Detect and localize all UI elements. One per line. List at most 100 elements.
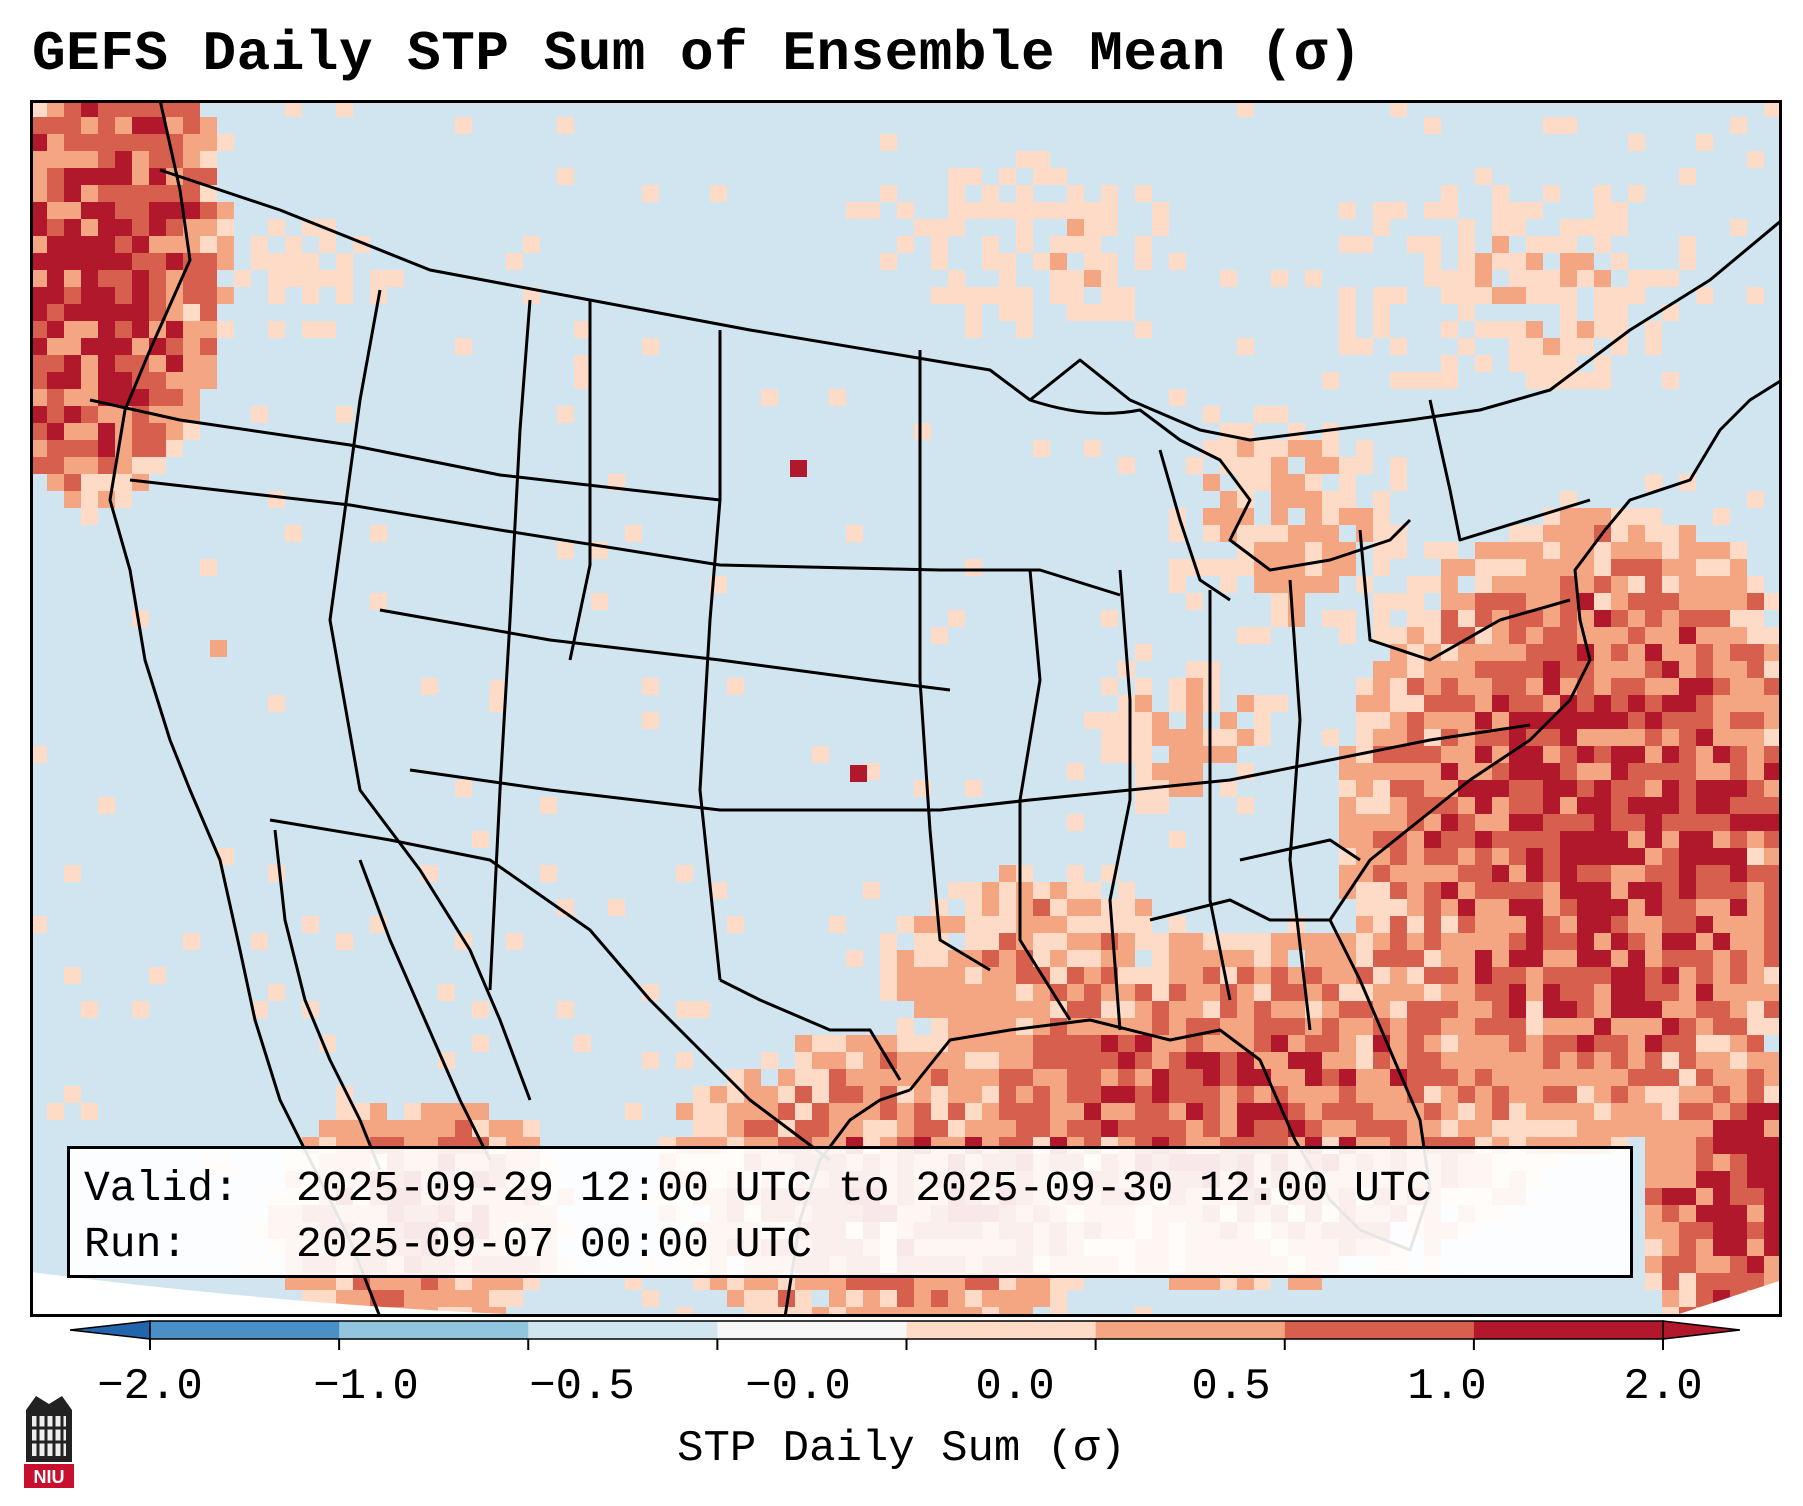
stp-cell (1458, 899, 1475, 916)
stp-cell (1305, 270, 1322, 287)
stp-cell (1509, 355, 1526, 372)
stp-cell (1356, 1069, 1373, 1086)
stp-cell (897, 1035, 914, 1052)
stp-cell (999, 899, 1016, 916)
stp-cell (1067, 882, 1084, 899)
stp-cell (880, 1035, 897, 1052)
stp-cell (1424, 950, 1441, 967)
stp-cell (1594, 576, 1611, 593)
stp-cell (1186, 1103, 1203, 1120)
stp-cell (506, 253, 523, 270)
stp-cell (948, 168, 965, 185)
stp-cell (880, 134, 897, 151)
stp-cell (30, 338, 47, 355)
stp-cell (948, 1307, 965, 1317)
stp-cell (1254, 542, 1271, 559)
stp-cell (1067, 304, 1084, 321)
stp-cell (948, 882, 965, 899)
stp-cell (795, 1290, 812, 1307)
stp-cell (965, 287, 982, 304)
stp-cell (81, 338, 98, 355)
stp-cell (1594, 508, 1611, 525)
stp-cell (47, 270, 64, 287)
stp-cell (1764, 865, 1781, 882)
stp-cell (1764, 831, 1781, 848)
stp-cell (1424, 695, 1441, 712)
stp-cell (1084, 236, 1101, 253)
stp-cell (1577, 1103, 1594, 1120)
stp-cell (1679, 1052, 1696, 1069)
stp-cell (1594, 712, 1611, 729)
stp-cell (1509, 661, 1526, 678)
stp-cell (251, 1001, 268, 1018)
stp-cell (1101, 678, 1118, 695)
stp-cell (1067, 1103, 1084, 1120)
stp-cell (1594, 780, 1611, 797)
stp-cell (1543, 525, 1560, 542)
stp-cell (81, 440, 98, 457)
stp-cell (1390, 627, 1407, 644)
colorbar-tick-label: 1.0 (1407, 1362, 1487, 1412)
stp-cell (1543, 950, 1560, 967)
stp-cell (931, 1103, 948, 1120)
stp-cell (1764, 899, 1781, 916)
stp-cell (1407, 661, 1424, 678)
stp-cell (1339, 304, 1356, 321)
stp-cell (47, 236, 64, 253)
stp-cell (1543, 814, 1560, 831)
stp-cell (1628, 763, 1645, 780)
stp-cell (1339, 797, 1356, 814)
stp-cell (1152, 967, 1169, 984)
stp-cell (1203, 1086, 1220, 1103)
stp-cell (1407, 899, 1424, 916)
stp-cell (1764, 780, 1781, 797)
stp-cell (1628, 814, 1645, 831)
stp-cell (1696, 1001, 1713, 1018)
stp-cell (1611, 967, 1628, 984)
stp-cell (1509, 678, 1526, 695)
atlantic-coast (1328, 378, 1782, 921)
stp-cell (1594, 287, 1611, 304)
stp-cell (574, 321, 591, 338)
stp-cell (30, 202, 47, 219)
stp-cell (965, 933, 982, 950)
stp-cell (1747, 593, 1764, 610)
stp-cell (285, 270, 302, 287)
stp-cell (1407, 831, 1424, 848)
stp-cell (1560, 1001, 1577, 1018)
stp-cell (1339, 236, 1356, 253)
stp-cell (1458, 865, 1475, 882)
stp-cell (1390, 474, 1407, 491)
stp-cell (1169, 576, 1186, 593)
stp-cell (1135, 1052, 1152, 1069)
stp-cell (64, 287, 81, 304)
stp-cell (1305, 1120, 1322, 1137)
stp-cell (1186, 678, 1203, 695)
stp-cell (81, 134, 98, 151)
stp-cell (1322, 729, 1339, 746)
stp-cell (1492, 678, 1509, 695)
stp-cell (1645, 610, 1662, 627)
stp-cell (965, 1018, 982, 1035)
stp-cell (1152, 797, 1169, 814)
stp-cell (1373, 950, 1390, 967)
stp-cell (336, 253, 353, 270)
stp-cell (1645, 967, 1662, 984)
stp-cell (1016, 967, 1033, 984)
stp-cell (149, 389, 166, 406)
stp-cell (1475, 1069, 1492, 1086)
stp-cell (999, 865, 1016, 882)
stp-cell (1696, 882, 1713, 899)
stp-cell (1713, 1239, 1730, 1256)
stp-cell (1526, 627, 1543, 644)
stp-cell (1628, 1103, 1645, 1120)
stp-cell (1492, 627, 1509, 644)
stp-cell (863, 1307, 880, 1317)
stp-cell (914, 1052, 931, 1069)
stp-cell (1747, 287, 1764, 304)
stp-cell (132, 338, 149, 355)
stp-cell (1628, 1069, 1645, 1086)
stp-cell (1492, 542, 1509, 559)
stp-cell (1016, 1120, 1033, 1137)
stp-cell (438, 984, 455, 1001)
